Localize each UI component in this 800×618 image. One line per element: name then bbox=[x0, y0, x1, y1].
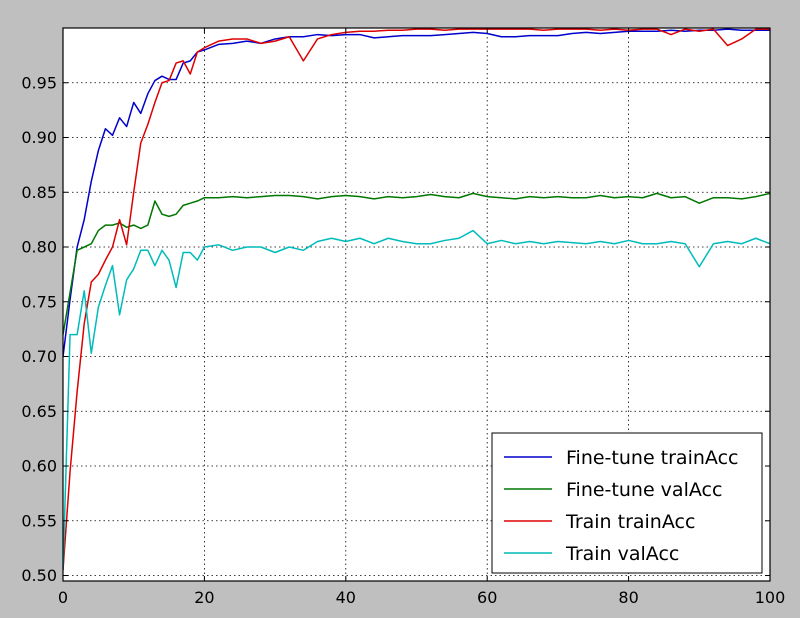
axis-ticks: 0 20 40 60 80 100 0.50 0.55 0.60 0.65 0.70 0.75 0.80… bbox=[21, 28, 785, 607]
x-tick-label: 0 bbox=[58, 588, 68, 607]
y-tick-label: 0.60 bbox=[21, 457, 57, 476]
series-line-4 bbox=[63, 229, 770, 571]
y-tick-label: 0.50 bbox=[21, 566, 57, 585]
y-tick-label: 0.80 bbox=[21, 238, 57, 257]
x-tick-label: 100 bbox=[755, 588, 786, 607]
x-tick-label: 40 bbox=[336, 588, 356, 607]
y-tick-label: 0.55 bbox=[21, 511, 57, 530]
x-tick-label: 80 bbox=[618, 588, 638, 607]
y-tick-label: 0.90 bbox=[21, 128, 57, 147]
series-line-2 bbox=[63, 192, 770, 335]
grid-lines bbox=[63, 28, 770, 581]
legend-label: Fine-tune valAcc bbox=[566, 479, 722, 501]
plot-frame bbox=[62, 27, 771, 582]
legend-label: Fine-tune trainAcc bbox=[566, 447, 738, 469]
y-tick-label: 0.95 bbox=[21, 73, 57, 92]
legend-label: Train valAcc bbox=[565, 543, 679, 565]
y-tick-label: 0.75 bbox=[21, 292, 57, 311]
x-tick-label: 60 bbox=[477, 588, 497, 607]
y-tick-label: 0.70 bbox=[21, 347, 57, 366]
legend: Fine-tune trainAcc Fine-tune valAcc Train … bbox=[491, 432, 763, 574]
legend-label: Train trainAcc bbox=[565, 511, 695, 533]
x-tick-label: 20 bbox=[194, 588, 214, 607]
y-tick-label: 0.65 bbox=[21, 402, 57, 421]
y-tick-label: 0.85 bbox=[21, 183, 57, 202]
